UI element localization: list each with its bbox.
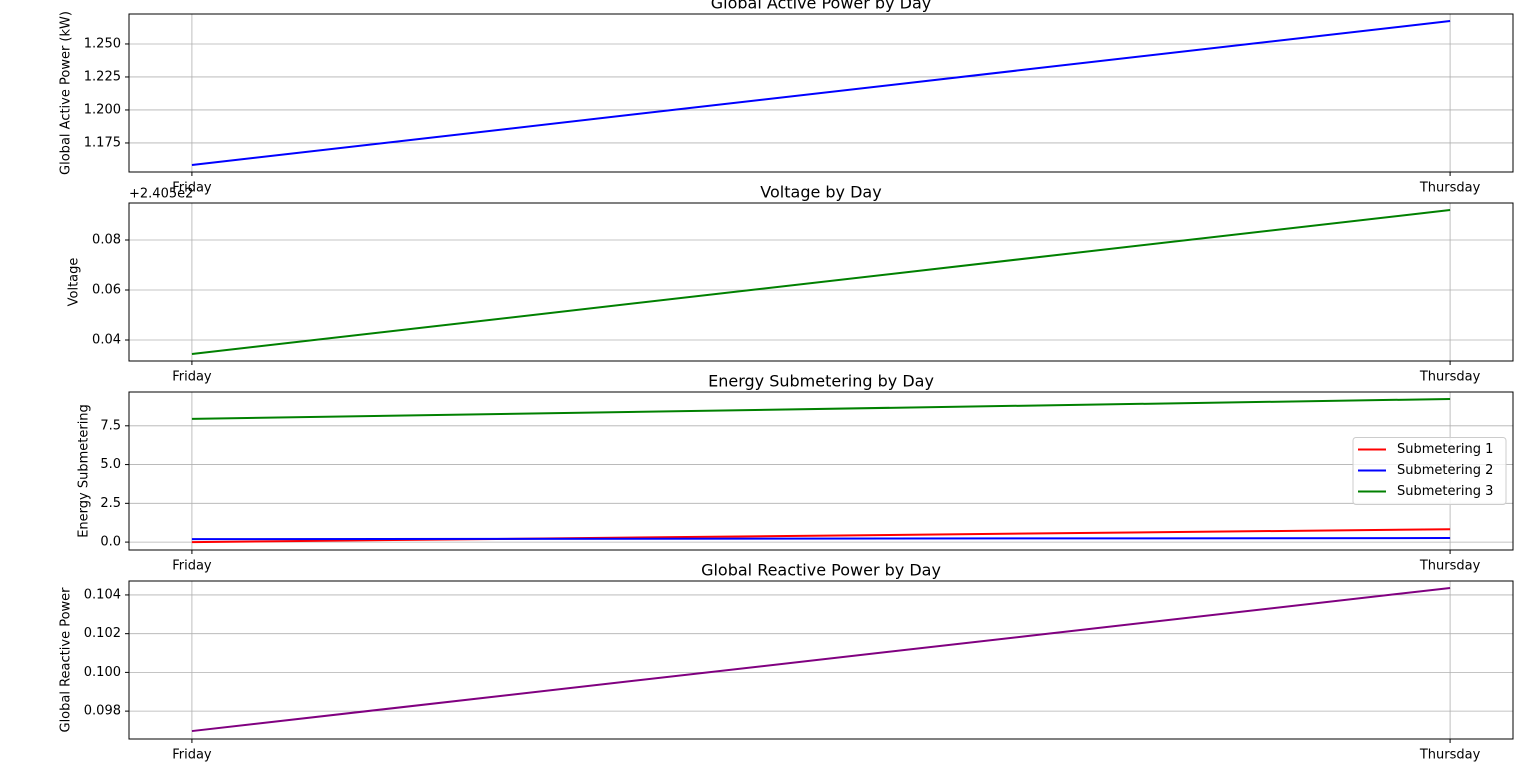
y-tick-label: 2.5 bbox=[100, 496, 121, 511]
line-series bbox=[191, 586, 1451, 733]
x-tick-label: Friday bbox=[172, 748, 212, 762]
x-tick-label: Thursday bbox=[1419, 181, 1481, 196]
x-tick-label: Friday bbox=[172, 559, 212, 574]
y-axis-label: Global Reactive Power bbox=[59, 587, 74, 733]
chart-title: Global Active Power by Day bbox=[711, 0, 931, 13]
line-series bbox=[191, 397, 1451, 420]
y-tick-label: 0.100 bbox=[84, 665, 121, 680]
y-axis-label: Voltage bbox=[67, 258, 82, 307]
x-tick-label: Thursday bbox=[1419, 748, 1481, 762]
axes-frame bbox=[128, 580, 1514, 740]
legend-label: Submetering 2 bbox=[1397, 463, 1493, 478]
y-tick-label: 1.200 bbox=[84, 102, 121, 117]
line-series bbox=[191, 528, 1451, 544]
line-series bbox=[191, 20, 1451, 166]
x-tick-label: Friday bbox=[172, 181, 212, 196]
y-tick-label: 0.098 bbox=[84, 704, 121, 719]
y-tick-label: 1.175 bbox=[84, 135, 121, 150]
y-tick-label: 1.225 bbox=[84, 69, 121, 84]
chart-title: Voltage by Day bbox=[760, 183, 881, 202]
legend-label: Submetering 1 bbox=[1397, 442, 1493, 457]
x-tick-label: Thursday bbox=[1419, 559, 1481, 574]
y-tick-label: 0.104 bbox=[84, 587, 121, 602]
axes-frame bbox=[128, 13, 1514, 173]
axes-frame bbox=[128, 391, 1514, 551]
y-tick-label: 0.08 bbox=[92, 233, 121, 248]
x-tick-label: Thursday bbox=[1419, 370, 1481, 385]
y-tick-label: 0.102 bbox=[84, 626, 121, 641]
y-axis-label: Energy Submetering bbox=[77, 404, 92, 538]
y-tick-label: 1.250 bbox=[84, 36, 121, 51]
legend-label: Submetering 3 bbox=[1397, 484, 1493, 499]
chart-title: Global Reactive Power by Day bbox=[701, 561, 941, 580]
y-tick-label: 0.06 bbox=[92, 283, 121, 298]
line-series bbox=[191, 537, 1451, 541]
offset-text: +2.405e2 bbox=[129, 187, 193, 202]
legend-box bbox=[1352, 437, 1507, 505]
x-tick-label: Friday bbox=[172, 370, 212, 385]
y-axis-label: Global Active Power (kW) bbox=[59, 11, 74, 175]
line-series bbox=[191, 209, 1451, 355]
axes-frame bbox=[128, 202, 1514, 362]
y-tick-label: 7.5 bbox=[100, 418, 121, 433]
chart-title: Energy Submetering by Day bbox=[708, 372, 934, 391]
y-tick-label: 5.0 bbox=[100, 457, 121, 472]
y-tick-label: 0.0 bbox=[100, 535, 121, 550]
y-tick-label: 0.04 bbox=[92, 333, 121, 348]
